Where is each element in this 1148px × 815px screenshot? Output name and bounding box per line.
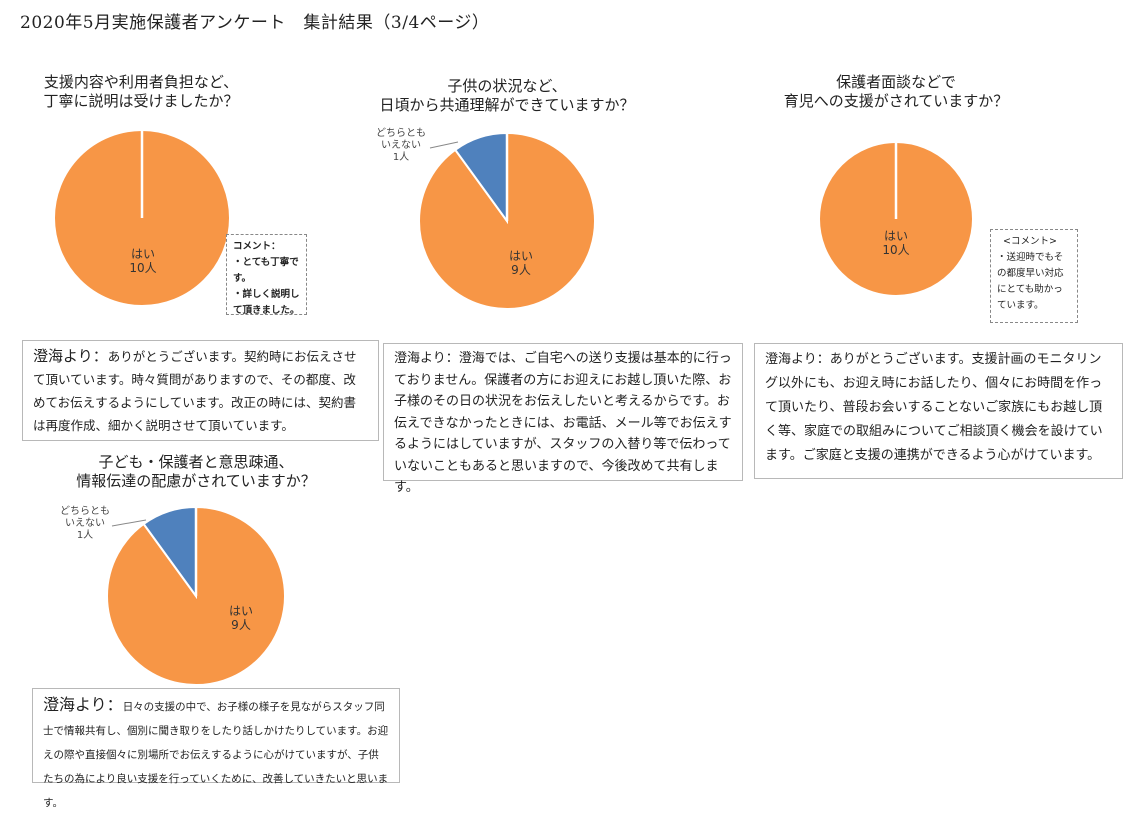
response-2-text: 澄海では、ご自宅への送り支援は基本的に行っておりません。保護者の方にお迎えにお越… (394, 351, 732, 495)
response-3-from: 澄海より： (765, 352, 830, 367)
response-4-from: 澄海より： (43, 695, 123, 714)
chart-3-title: 保護者面談などで 育児への支援がされていますか？ (783, 73, 1009, 110)
chart-1-label-yes: はい 10人 (129, 247, 157, 275)
response-2-from: 澄海より： (394, 351, 459, 366)
response-box-1: 澄海より：ありがとうございます。契約時にお伝えさせて頂いています。時々質問があり… (22, 340, 379, 441)
chart-1-title: 支援内容や利用者負担など、 丁寧に説明は受けましたか？ (43, 73, 239, 110)
pie-charts (53, 129, 974, 686)
parent-comment-1: コメント： ・とても丁寧で す。 ・詳しく説明し て頂きました。 (226, 234, 307, 316)
chart-4-leader-line (111, 519, 147, 527)
chart-2-label-yes: はい 9人 (508, 249, 534, 277)
response-box-2: 澄海より：澄海では、ご自宅への送り支援は基本的に行っておりません。保護者の方にお… (383, 343, 743, 495)
chart-2-leader-line (429, 141, 459, 149)
chart-4-label-neutral: どちらとも いえない 1人 (60, 506, 110, 541)
page-title: 2020年5月実施保護者アンケート 集計結果（3/4ページ） (20, 13, 490, 33)
parent-comment-2: <コメント> ・送迎時でもそ の都度早い対応 にとても助かっ ています。 (990, 229, 1078, 323)
response-1-text: ありがとうございます。契約時にお伝えさせて頂いています。時々質問がありますので、… (33, 349, 357, 433)
chart-4-label-yes: はい 9人 (228, 604, 254, 632)
chart-4-title: 子ども・保護者と意思疎通、 情報伝達の配慮がされていますか？ (76, 453, 316, 490)
response-3-text: ありがとうございます。支援計画のモニタリング以外にも、お迎え時にお話したり、個々… (765, 352, 1103, 463)
response-box-3: 澄海より：ありがとうございます。支援計画のモニタリング以外にも、お迎え時にお話し… (754, 343, 1123, 479)
response-4-text: 日々の支援の中で、お子様の様子を見ながらスタッフ同士で情報共有し、個別に聞き取り… (43, 701, 389, 809)
response-box-4: 澄海より：日々の支援の中で、お子様の様子を見ながらスタッフ同士で情報共有し、個別… (32, 688, 400, 809)
response-1-from: 澄海より： (33, 347, 108, 365)
chart-2-label-neutral: どちらとも いえない 1人 (376, 128, 426, 163)
chart-2-title: 子供の状況など、 日頃から共通理解ができていますか？ (379, 77, 635, 114)
chart-3-label-yes: はい 10人 (882, 229, 910, 257)
